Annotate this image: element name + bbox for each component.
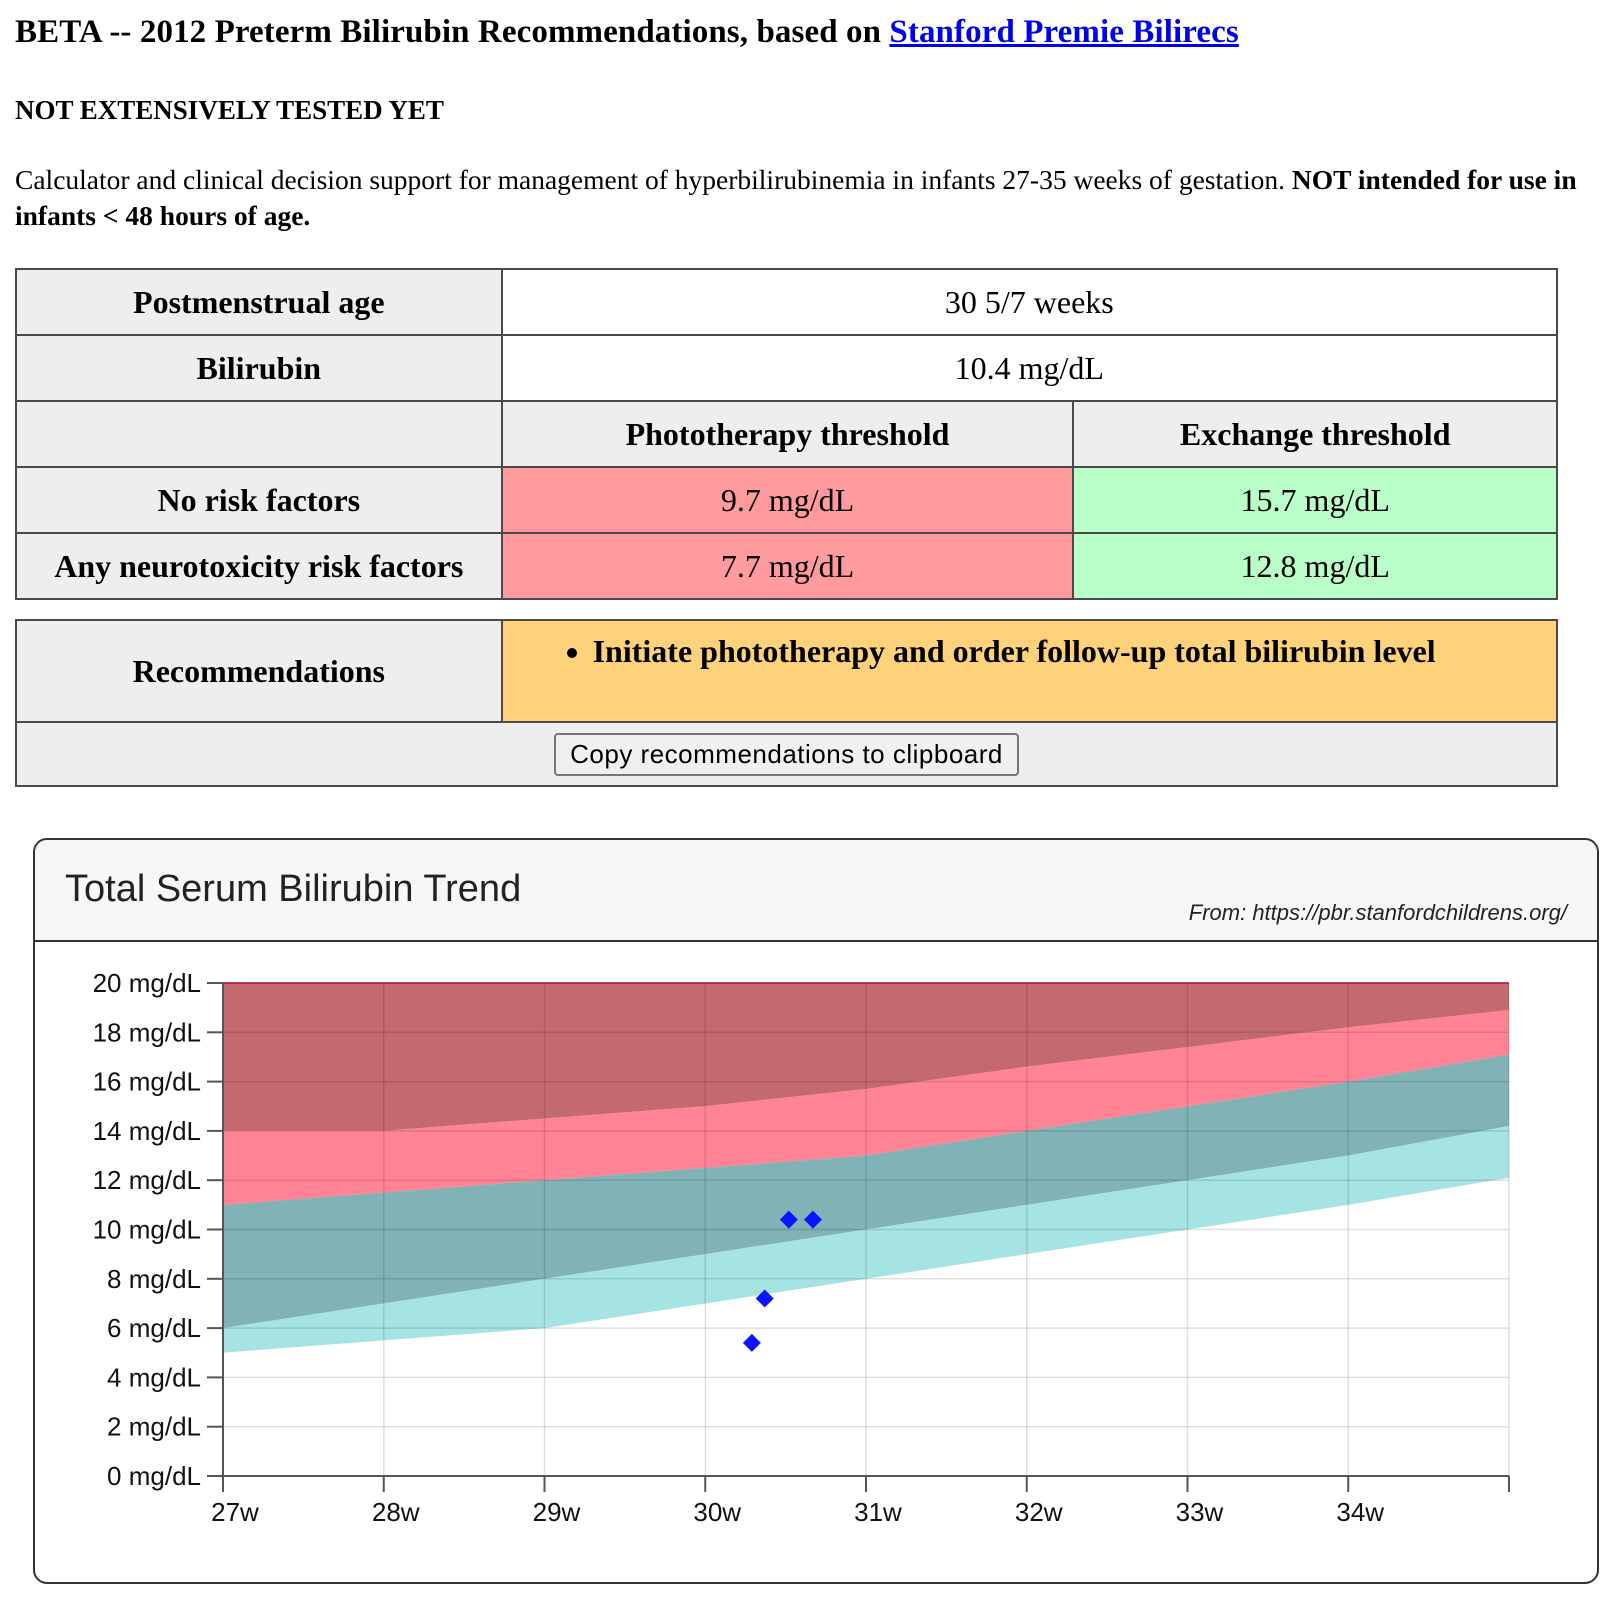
bilirubin-data-point — [779, 1210, 798, 1229]
no-risk-phototherapy-value: 9.7 mg/dL — [500, 466, 1075, 534]
neurotoxicity-risk-label: Any neurotoxicity risk factors — [15, 532, 503, 600]
page-title-text: BETA -- 2012 Preterm Bilirubin Recommend… — [15, 14, 890, 50]
y-tick-label: 8 mg/dL — [107, 1264, 201, 1294]
bilirubin-trend-chart: Total Serum Bilirubin Trend From: https:… — [33, 838, 1599, 1584]
y-tick-label: 12 mg/dL — [93, 1165, 201, 1195]
bilirubin-data-point — [803, 1210, 822, 1229]
y-tick-label: 6 mg/dL — [107, 1313, 201, 1343]
chart-source: From: https://pbr.stanfordchildrens.org/ — [1188, 900, 1567, 925]
copy-row: Copy recommendations to clipboard — [15, 721, 1558, 787]
intro-text: Calculator and clinical decision support… — [15, 164, 1292, 195]
x-tick-label: 31w — [854, 1497, 902, 1527]
exchange-threshold-header: Exchange threshold — [1072, 400, 1558, 468]
y-tick-label: 18 mg/dL — [93, 1017, 201, 1047]
chart-header: Total Serum Bilirubin Trend From: https:… — [35, 840, 1597, 942]
y-tick-label: 10 mg/dL — [93, 1215, 201, 1245]
phototherapy-risk-band — [223, 1125, 1509, 1353]
y-tick-label: 14 mg/dL — [93, 1116, 201, 1146]
x-tick-label: 34w — [1336, 1497, 1384, 1527]
x-tick-label: 29w — [533, 1497, 581, 1527]
chart-title: Total Serum Bilirubin Trend — [65, 868, 522, 910]
recommendations-cell: Initiate phototherapy and order follow-u… — [500, 619, 1559, 723]
phototherapy-threshold-header: Phototherapy threshold — [500, 400, 1075, 468]
copy-recommendations-button[interactable]: Copy recommendations to clipboard — [554, 732, 1019, 776]
pma-value: 30 5/7 weeks — [500, 268, 1559, 336]
x-tick-label: 32w — [1015, 1497, 1063, 1527]
recommendations-label: Recommendations — [15, 619, 503, 723]
x-tick-label: 33w — [1176, 1497, 1224, 1527]
recommendations-list: Initiate phototherapy and order follow-u… — [503, 631, 1556, 671]
x-tick-label: 27w — [211, 1497, 259, 1527]
intro-paragraph: Calculator and clinical decision support… — [15, 162, 1590, 234]
risk-phototherapy-value: 7.7 mg/dL — [500, 532, 1075, 600]
recommendation-item: Initiate phototherapy and order follow-u… — [593, 631, 1556, 671]
bilirubin-label: Bilirubin — [15, 334, 503, 402]
recommendations-table: Recommendations Initiate phototherapy an… — [15, 619, 1559, 787]
threshold-table: Postmenstrual age 30 5/7 weeks Bilirubin… — [15, 268, 1559, 600]
warning-heading: NOT EXTENSIVELY TESTED YET — [15, 95, 444, 125]
phototherapy-zone-band — [223, 1054, 1509, 1329]
empty-header-cell — [15, 400, 503, 468]
pma-label: Postmenstrual age — [15, 268, 503, 336]
stanford-premie-bilirecs-link[interactable]: Stanford Premie Bilirecs — [889, 14, 1239, 50]
risk-exchange-value: 12.8 mg/dL — [1072, 532, 1558, 600]
y-tick-label: 0 mg/dL — [107, 1461, 201, 1491]
intro-warning: NOT intended for use in infants < 48 hou… — [15, 164, 1577, 231]
bilirubin-value: 10.4 mg/dL — [500, 334, 1559, 402]
no-risk-factors-label: No risk factors — [15, 466, 503, 534]
chart-plot: 0 mg/dL 2 mg/dL 4 mg/dL 6 mg/dL 8 mg/dL 10 mg… — [93, 968, 1510, 1527]
y-tick-label: 4 mg/dL — [107, 1362, 201, 1392]
page-title: BETA -- 2012 Preterm Bilirubin Recommend… — [15, 14, 1239, 51]
bilirubin-data-point — [755, 1289, 774, 1308]
y-tick-label: 16 mg/dL — [93, 1067, 201, 1097]
y-tick-label: 2 mg/dL — [107, 1412, 201, 1442]
bilirubin-data-point — [742, 1333, 761, 1352]
x-tick-label: 28w — [372, 1497, 420, 1527]
x-tick-label: 30w — [693, 1497, 741, 1527]
exchange-zone-band — [223, 983, 1509, 1131]
high-risk-exchange-band — [223, 1010, 1509, 1205]
no-risk-exchange-value: 15.7 mg/dL — [1072, 466, 1558, 534]
y-tick-label: 20 mg/dL — [93, 968, 201, 998]
